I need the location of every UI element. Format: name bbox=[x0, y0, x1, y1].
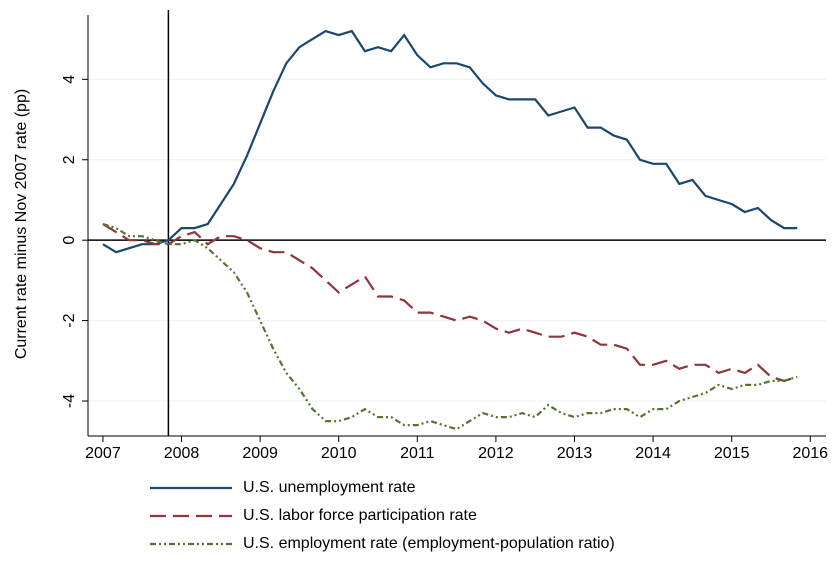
x-tick-label: 2015 bbox=[714, 445, 750, 462]
legend-label: U.S. unemployment rate bbox=[243, 479, 416, 496]
x-tick-label: 2012 bbox=[478, 445, 514, 462]
legend-label: U.S. employment rate (employment-populat… bbox=[243, 535, 615, 552]
series-line bbox=[102, 29, 798, 254]
series-line bbox=[102, 223, 798, 431]
series-line bbox=[102, 223, 798, 383]
y-tick-label: -4 bbox=[61, 394, 78, 408]
y-tick-label: 4 bbox=[61, 75, 78, 84]
y-tick-label: 2 bbox=[61, 155, 78, 164]
y-tick-label: -2 bbox=[61, 313, 78, 327]
x-tick-label: 2010 bbox=[321, 445, 357, 462]
x-tick-label: 2008 bbox=[164, 445, 200, 462]
y-tick-label: 0 bbox=[61, 236, 78, 245]
x-tick-label: 2007 bbox=[85, 445, 121, 462]
x-tick-label: 2016 bbox=[792, 445, 828, 462]
legend-label: U.S. labor force participation rate bbox=[243, 507, 477, 524]
x-tick-label: 2011 bbox=[400, 445, 435, 462]
x-tick-label: 2014 bbox=[635, 445, 671, 462]
x-tick-label: 2009 bbox=[242, 445, 278, 462]
y-axis-label: Current rate minus Nov 2007 rate (pp) bbox=[13, 89, 30, 359]
x-tick-label: 2013 bbox=[557, 445, 593, 462]
